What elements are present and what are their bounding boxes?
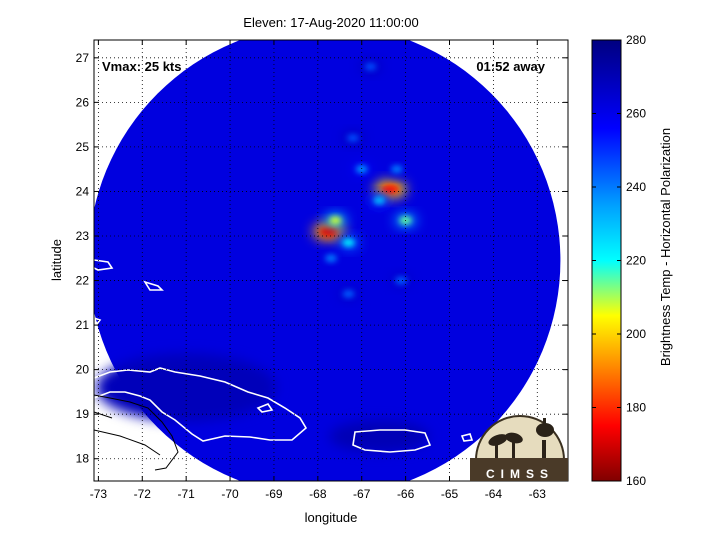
coastline-hispaniola	[94, 367, 308, 442]
data-point-core	[395, 276, 408, 285]
coastline-islet-2	[460, 433, 474, 442]
data-point	[350, 162, 373, 177]
data-point-core	[390, 165, 403, 174]
colorbar-tick-label: 160	[626, 474, 646, 488]
y-tick-label: 20	[76, 363, 90, 377]
y-tick-label: 24	[76, 184, 90, 198]
x-tick-label: -67	[353, 487, 371, 501]
y-tick-label: 19	[76, 407, 90, 421]
data-point	[390, 273, 413, 288]
data-point-core	[373, 196, 386, 205]
x-tick-label: -70	[221, 487, 239, 501]
colorbar-label: Brightness Temp - Horizontal Polarizatio…	[658, 128, 673, 366]
data-point-core	[381, 184, 400, 195]
vmax-label: Vmax: 25 kts	[102, 59, 182, 74]
x-ticks: -73 -72 -71 -70 -69 -68 -67 -66 -65 -64 -63	[90, 40, 547, 501]
data-point-core	[355, 165, 368, 174]
coastline-islet-1	[94, 317, 102, 326]
data-point-core	[319, 226, 338, 237]
x-tick-label: -66	[397, 487, 415, 501]
y-tick-label: 26	[76, 95, 90, 109]
y-tick-label: 22	[76, 274, 90, 288]
x-tick-label: -73	[90, 487, 108, 501]
data-point	[324, 213, 347, 228]
coastline-puerto-rico	[352, 429, 432, 453]
x-tick-label: -63	[529, 487, 547, 501]
x-axis-label: longitude	[305, 510, 358, 525]
data-point	[337, 286, 360, 301]
swath-land-signal	[96, 353, 277, 422]
coastlines-outside-swath	[94, 394, 179, 471]
y-ticks: 18 19 20 21 22 23 24 25 26 27	[76, 51, 568, 466]
coastlines	[94, 259, 474, 453]
colorbar-tick-label: 280	[626, 33, 646, 47]
x-tick-label: -64	[485, 487, 503, 501]
data-point-core	[329, 216, 342, 225]
colorbar-tick-label: 240	[626, 180, 646, 194]
colorbar-tick-label: 260	[626, 107, 646, 121]
data-point-core	[346, 134, 359, 142]
swath-land-signal	[329, 420, 430, 453]
colorbar-tick-label: 220	[626, 254, 646, 268]
colorbar-tick-label: 180	[626, 401, 646, 415]
data-point	[385, 162, 408, 177]
x-tick-label: -68	[309, 487, 327, 501]
data-point-core	[325, 254, 337, 263]
y-tick-label: 21	[76, 318, 90, 332]
colorbar	[591, 39, 622, 482]
logo-dish-left	[488, 434, 508, 446]
x-tick-label: -72	[134, 487, 152, 501]
y-tick-label: 18	[76, 452, 90, 466]
logo-ground	[470, 458, 568, 481]
data-point	[337, 235, 360, 250]
logo-tower	[542, 440, 546, 458]
y-tick-label: 25	[76, 140, 90, 154]
data-point	[359, 59, 382, 74]
coastline-turks	[143, 280, 164, 291]
swath-layer	[94, 40, 561, 481]
data-point	[320, 251, 342, 266]
logo-tower-tank	[536, 423, 554, 437]
colorbar-tick-label: 200	[626, 327, 646, 341]
logo-dish-right	[505, 432, 523, 444]
y-tick-label: 27	[76, 51, 90, 65]
coastline-jamaica	[94, 259, 114, 271]
colorbar-ticks: 160 180 200 220 240 260 280	[592, 33, 646, 488]
x-tick-label: -69	[265, 487, 283, 501]
data-point-core	[342, 289, 355, 298]
cimss-logo: CIMSS	[470, 415, 568, 481]
y-tick-label: 23	[76, 229, 90, 243]
time-away-label: 01:52 away	[476, 59, 545, 74]
data-point-core	[364, 62, 377, 71]
coastline-islet-3	[256, 403, 274, 413]
x-tick-label: -65	[441, 487, 459, 501]
grid	[94, 40, 568, 481]
axes-frame	[93, 39, 569, 482]
chart-title: Eleven: 17-Aug-2020 11:00:00	[243, 15, 418, 30]
y-axis-label: latitude	[49, 239, 64, 281]
logo-text: CIMSS	[486, 467, 554, 481]
data-point	[368, 193, 391, 208]
data-point	[341, 131, 364, 145]
data-point-core	[342, 238, 355, 247]
x-tick-label: -71	[177, 487, 195, 501]
